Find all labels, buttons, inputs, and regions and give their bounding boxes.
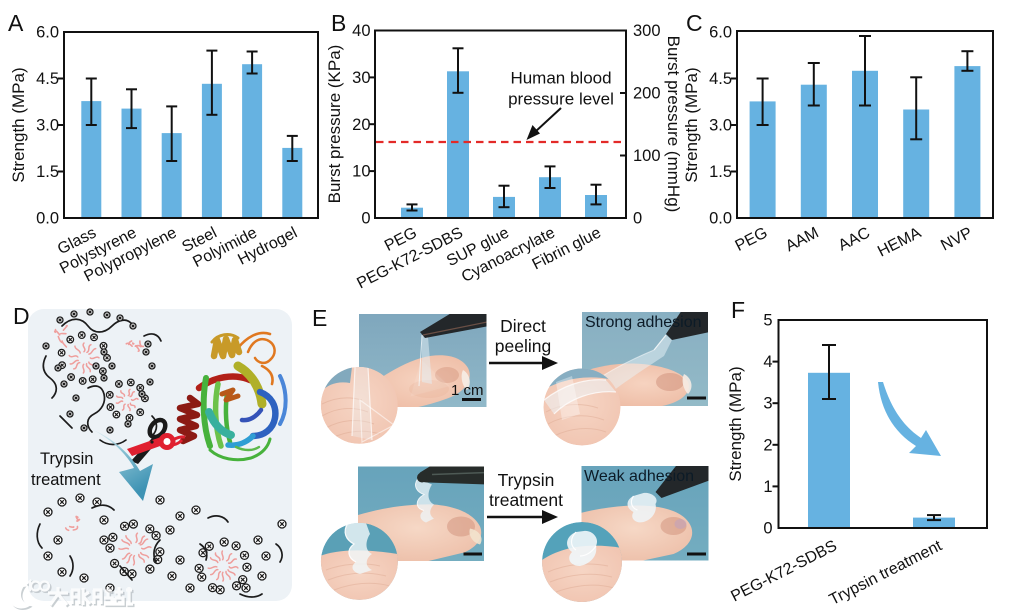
svg-text:4.5: 4.5 <box>36 70 59 88</box>
svg-text:0: 0 <box>763 520 772 538</box>
svg-text:Strong adhesion: Strong adhesion <box>585 314 702 331</box>
svg-text:6.0: 6.0 <box>36 24 59 42</box>
svg-text:3.0: 3.0 <box>36 117 59 135</box>
svg-text:3.0: 3.0 <box>709 117 732 135</box>
svg-text:Strength (MPa): Strength (MPa) <box>682 67 701 182</box>
svg-text:0.0: 0.0 <box>709 210 732 228</box>
svg-text:100: 100 <box>633 147 661 165</box>
svg-text:A: A <box>8 10 24 36</box>
svg-text:0: 0 <box>633 210 642 228</box>
svg-text:treatment: treatment <box>31 471 101 489</box>
svg-text:E: E <box>312 305 327 331</box>
svg-text:Human blood: Human blood <box>510 69 611 88</box>
svg-text:10: 10 <box>352 163 370 181</box>
svg-text:pressure level: pressure level <box>508 90 614 109</box>
svg-text:1.5: 1.5 <box>709 163 732 181</box>
svg-text:4.5: 4.5 <box>709 70 732 88</box>
svg-text:1 cm: 1 cm <box>451 382 484 399</box>
svg-text:Trypsin: Trypsin <box>498 470 555 490</box>
svg-text:Strength (MPa): Strength (MPa) <box>9 67 28 182</box>
svg-text:200: 200 <box>633 85 661 103</box>
svg-text:Strength (MPa): Strength (MPa) <box>726 366 745 481</box>
svg-text:peeling: peeling <box>495 336 551 356</box>
svg-text:0.0: 0.0 <box>36 210 59 228</box>
svg-text:Burst pressure (mmHg): Burst pressure (mmHg) <box>664 36 683 213</box>
svg-text:2: 2 <box>763 436 772 454</box>
svg-text:30: 30 <box>352 69 370 87</box>
svg-text:F: F <box>731 297 745 323</box>
svg-text:20: 20 <box>352 116 370 134</box>
svg-text:300: 300 <box>633 22 661 40</box>
svg-text:0: 0 <box>361 210 370 228</box>
svg-text:Burst pressure (KPa): Burst pressure (KPa) <box>325 45 344 204</box>
svg-text:1.5: 1.5 <box>36 163 59 181</box>
svg-text:Weak adhesion: Weak adhesion <box>584 468 694 485</box>
svg-text:1: 1 <box>763 478 772 496</box>
svg-text:D: D <box>13 303 30 329</box>
svg-text:treatment: treatment <box>489 490 563 510</box>
svg-text:C: C <box>686 10 703 36</box>
svg-text:B: B <box>331 10 346 36</box>
svg-text:5: 5 <box>763 312 772 330</box>
svg-text:3: 3 <box>763 395 772 413</box>
svg-text:Direct: Direct <box>500 316 546 336</box>
svg-text:Trypsin: Trypsin <box>40 450 93 468</box>
svg-text:4: 4 <box>763 353 772 371</box>
svg-text:40: 40 <box>352 22 370 40</box>
svg-text:6.0: 6.0 <box>709 24 732 42</box>
